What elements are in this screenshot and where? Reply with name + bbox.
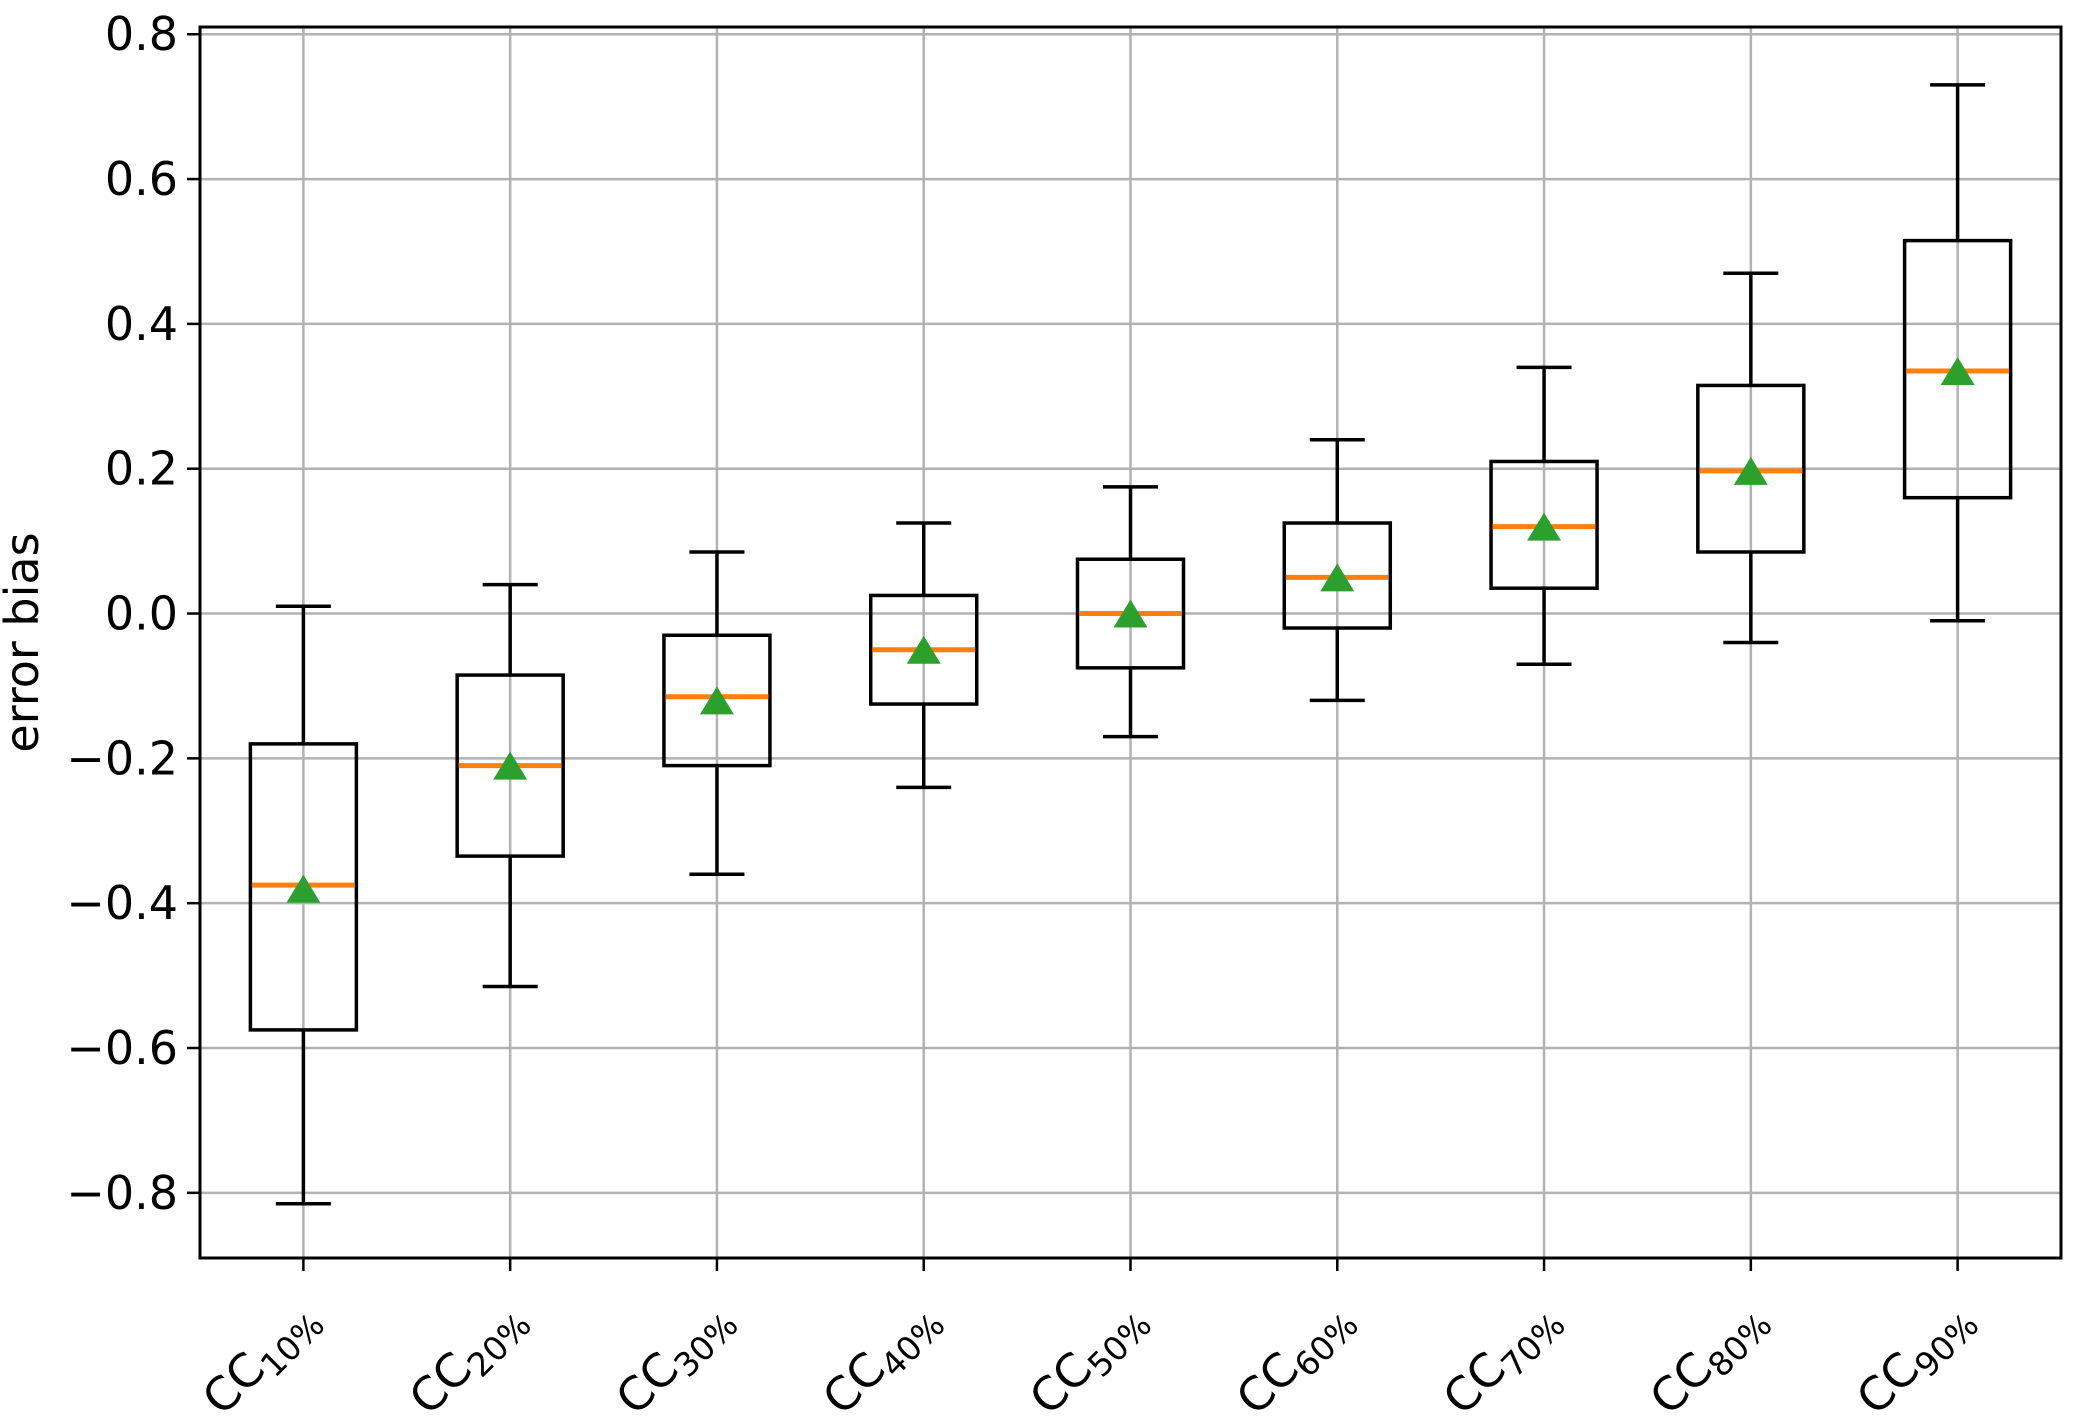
- mean-marker: [286, 874, 321, 903]
- y-tick-label: 0.6: [105, 152, 178, 206]
- mean-marker: [1113, 599, 1148, 628]
- axes-spines: [198, 25, 2063, 1260]
- y-tick-label: −0.4: [66, 876, 178, 930]
- y-tick-label: −0.2: [66, 731, 178, 785]
- y-tick-label: 0.4: [105, 297, 178, 351]
- iqr-box: [1696, 383, 1806, 554]
- mean-marker: [1940, 356, 1975, 385]
- iqr-box: [1489, 459, 1599, 590]
- mean-marker: [493, 751, 528, 780]
- mean-marker: [1527, 512, 1562, 541]
- iqr-box: [455, 673, 565, 858]
- iqr-box: [662, 633, 772, 768]
- mean-marker: [1733, 456, 1768, 485]
- iqr-box: [1902, 238, 2013, 500]
- iqr-box: [868, 593, 979, 706]
- y-tick-label: 0.8: [105, 7, 178, 61]
- y-tick-label: 0.0: [105, 587, 178, 641]
- y-tick-label: −0.6: [66, 1021, 178, 1075]
- y-tick-label: 0.2: [105, 442, 178, 496]
- mean-marker: [906, 635, 941, 664]
- iqr-box: [1282, 521, 1393, 630]
- y-axis-label: error bias: [0, 532, 49, 752]
- iqr-box: [248, 742, 359, 1032]
- y-tick-label: −0.8: [66, 1166, 178, 1220]
- mean-marker: [1320, 563, 1355, 592]
- iqr-box: [1075, 557, 1186, 670]
- mean-marker: [699, 686, 734, 715]
